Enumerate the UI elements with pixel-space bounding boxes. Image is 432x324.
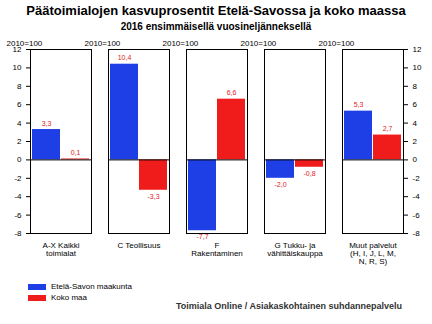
svg-text:2: 2 [17, 137, 22, 146]
svg-text:-2,0: -2,0 [274, 181, 286, 188]
svg-text:-6: -6 [14, 211, 22, 220]
svg-text:2010=100: 2010=100 [7, 39, 43, 48]
svg-text:6: 6 [17, 100, 22, 109]
svg-text:4: 4 [17, 119, 22, 128]
svg-text:-6: -6 [413, 211, 421, 220]
svg-text:-0,8: -0,8 [303, 170, 315, 177]
svg-text:FRakentaminen: FRakentaminen [191, 241, 243, 258]
html-text:Toimiala Online / Asiakaskohta: Toimiala Online / Asiakaskohtainen suhda… [175, 301, 402, 311]
svg-text:G Tukku- javähittäiskauppa: G Tukku- javähittäiskauppa [267, 241, 323, 258]
html-text:2016 ensimmäisellä vuosineljän: 2016 ensimmäisellä vuosineljänneksellä [120, 21, 312, 32]
html-text:Päätoimialojen kasvuprosentit: Päätoimialojen kasvuprosentit Etelä-Savo… [26, 3, 406, 18]
svg-text:0,1: 0,1 [71, 149, 81, 156]
svg-text:12: 12 [413, 45, 422, 54]
svg-text:6,6: 6,6 [227, 89, 237, 96]
svg-text:A-X Kaikkitoimialat: A-X Kaikkitoimialat [43, 241, 80, 258]
svg-text:-3,3: -3,3 [147, 193, 159, 200]
svg-text:-2: -2 [14, 174, 22, 183]
svg-text:4: 4 [413, 119, 418, 128]
svg-text:Muut palvelut(H, I, J, L, M,N,: Muut palvelut(H, I, J, L, M,N, R, S) [349, 241, 397, 266]
svg-text:6: 6 [413, 100, 418, 109]
svg-text:-8: -8 [413, 229, 421, 238]
svg-text:-8: -8 [14, 229, 22, 238]
svg-text:8: 8 [413, 82, 418, 91]
svg-text:3,3: 3,3 [42, 120, 52, 127]
html-text:Etelä-Savon maakunta: Etelä-Savon maakunta [51, 282, 132, 291]
svg-text:2010=100: 2010=100 [241, 39, 277, 48]
svg-text:10: 10 [413, 63, 422, 72]
html-text:Koko maa: Koko maa [51, 293, 87, 302]
svg-text:2: 2 [413, 137, 418, 146]
svg-text:0: 0 [413, 155, 418, 164]
svg-text:10,4: 10,4 [118, 54, 132, 61]
svg-text:12: 12 [12, 45, 22, 55]
svg-text:10: 10 [13, 63, 22, 72]
svg-text:8: 8 [17, 82, 22, 91]
svg-text:-2: -2 [413, 174, 421, 183]
svg-text:C Teollisuus: C Teollisuus [118, 241, 161, 250]
svg-text:2010=100: 2010=100 [319, 39, 355, 48]
svg-text:2,7: 2,7 [383, 125, 393, 132]
svg-text:5,3: 5,3 [354, 101, 364, 108]
svg-text:-4: -4 [14, 192, 22, 201]
svg-text:-4: -4 [413, 192, 421, 201]
svg-text:-7,7: -7,7 [196, 233, 208, 240]
svg-text:0: 0 [17, 155, 22, 164]
svg-text:2010=100: 2010=100 [85, 39, 121, 48]
svg-text:2010=100: 2010=100 [163, 39, 199, 48]
